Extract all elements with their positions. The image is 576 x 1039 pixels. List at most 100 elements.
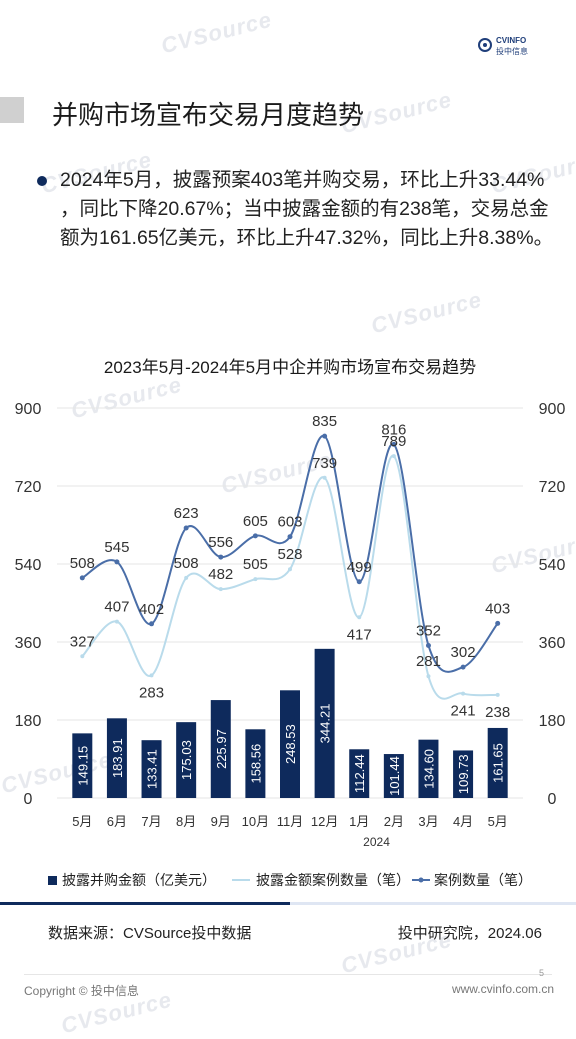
point-total-cases — [252, 533, 258, 539]
watermark: CVSource — [368, 286, 485, 339]
bar — [141, 740, 162, 798]
data-label-total-cases: 623 — [174, 505, 199, 522]
point-total-cases — [356, 579, 362, 585]
point-disclosed-cases — [184, 575, 189, 580]
data-label-disclosed-cases: 283 — [139, 684, 164, 701]
y-tick-label: 360 — [15, 635, 42, 652]
y2-tick-label: 540 — [539, 557, 566, 574]
data-label-total-cases: 835 — [312, 413, 337, 430]
data-source: 数据来源：CVSource投中数据 — [48, 925, 252, 942]
bar-value-label: 225.97 — [214, 729, 229, 769]
footer-accent-light — [290, 902, 576, 905]
data-label-total-cases: 545 — [104, 539, 129, 556]
x-tick-label: 4月 — [453, 814, 473, 829]
bar-value-label: 175.03 — [179, 740, 194, 780]
point-disclosed-cases — [80, 654, 85, 659]
bar-value-label: 161.65 — [491, 743, 506, 783]
legend-label: 披露金额案例数量（笔） — [256, 872, 410, 888]
y2-tick-label: 180 — [539, 713, 566, 730]
bar — [280, 690, 300, 798]
bar — [176, 722, 197, 798]
chart-title: 2023年5月-2024年5月中企并购市场宣布交易趋势 — [104, 358, 476, 377]
bar — [106, 718, 127, 798]
point-total-cases — [79, 575, 85, 581]
data-label-total-cases: 499 — [347, 559, 372, 576]
point-disclosed-cases — [461, 691, 466, 696]
bar-value-label: 149.15 — [75, 746, 90, 786]
bar — [487, 727, 508, 798]
data-label-total-cases: 402 — [139, 601, 164, 618]
bar-value-label: 109.73 — [456, 754, 471, 794]
bar — [245, 729, 266, 798]
legend-marker-point — [418, 877, 424, 883]
bar-value-label: 248.53 — [283, 724, 298, 764]
legend-label: 案例数量（笔） — [434, 872, 532, 888]
series-line-disclosed-cases — [81, 455, 498, 700]
logo-text-en: CVINFO — [496, 36, 527, 45]
data-label-total-cases: 508 — [70, 555, 95, 572]
bar — [453, 750, 474, 798]
point-disclosed-cases — [391, 454, 396, 459]
point-total-cases — [391, 441, 397, 447]
point-total-cases — [218, 554, 224, 560]
point-total-cases — [149, 621, 155, 627]
data-label-disclosed-cases: 407 — [104, 599, 129, 616]
x-tick-label: 1月 — [349, 814, 369, 829]
x-tick-label: 6月 — [107, 814, 127, 829]
x-tick-label: 8月 — [176, 814, 196, 829]
bar-value-label: 134.60 — [421, 749, 436, 789]
data-label-disclosed-cases: 789 — [381, 433, 406, 450]
data-label-disclosed-cases: 238 — [485, 704, 510, 721]
point-total-cases — [183, 525, 189, 531]
x-year-label: 2024 — [363, 835, 390, 849]
x-tick-label: 5月 — [72, 814, 92, 829]
x-tick-label: 3月 — [418, 814, 438, 829]
cvinfo-logo: CVINFO 投中信息 — [478, 36, 538, 56]
data-label-disclosed-cases: 482 — [208, 566, 233, 583]
trend-chart: 149.15 183.91 133.41 175.03 225.97 158.56 248.… — [15, 358, 566, 888]
bar-value-label: 133.41 — [145, 749, 160, 789]
bar-value-label: 158.56 — [248, 744, 263, 784]
series-line-total-cases — [81, 435, 499, 673]
bar — [349, 749, 370, 798]
point-disclosed-cases — [322, 475, 327, 480]
y-tick-label: 180 — [15, 713, 42, 730]
page-title: 并购市场宣布交易月度趋势 — [52, 100, 365, 130]
x-tick-label: 7月 — [141, 814, 161, 829]
point-disclosed-cases — [495, 692, 500, 697]
data-label-total-cases: 603 — [277, 514, 302, 531]
point-disclosed-cases — [114, 619, 119, 624]
bar-value-label: 112.44 — [352, 754, 367, 793]
point-total-cases — [425, 642, 431, 648]
point-disclosed-cases — [218, 587, 223, 592]
y-tick-label: 900 — [15, 401, 42, 418]
page-number: 5 — [538, 968, 544, 978]
bar — [210, 700, 231, 798]
website-link[interactable]: www.cvinfo.com.cn — [451, 982, 554, 996]
logo-icon — [478, 38, 492, 52]
org-date: 投中研究院，2024.06 — [397, 925, 542, 942]
point-disclosed-cases — [288, 567, 292, 572]
footer-accent-dark — [0, 902, 290, 905]
point-total-cases — [114, 559, 120, 565]
logo-text-cn: 投中信息 — [496, 47, 528, 56]
bar-value-label: 101.44 — [387, 756, 402, 796]
y2-tick-label: 360 — [539, 635, 566, 652]
data-label-total-cases: 352 — [416, 622, 441, 639]
point-disclosed-cases — [357, 615, 362, 620]
x-tick-label: 11月 — [277, 814, 304, 829]
point-disclosed-cases — [149, 673, 154, 678]
y-tick-label: 720 — [15, 479, 42, 496]
legend-label: 披露并购金额（亿美元） — [62, 872, 216, 888]
x-tick-label: 5月 — [488, 814, 508, 829]
x-tick-label: 9月 — [211, 814, 231, 829]
data-label-disclosed-cases: 739 — [312, 455, 337, 472]
summary-text: 2024年5月，披露预案403笔并购交易，环比上升33.44% ，同比下降20.… — [60, 169, 554, 249]
data-label-disclosed-cases: 505 — [243, 556, 268, 573]
title-accent-bar — [0, 97, 24, 123]
point-disclosed-cases — [253, 577, 258, 582]
data-label-disclosed-cases: 508 — [174, 555, 199, 572]
data-label-total-cases: 302 — [451, 644, 476, 661]
bar — [314, 648, 335, 798]
bullet-dot — [37, 176, 47, 186]
